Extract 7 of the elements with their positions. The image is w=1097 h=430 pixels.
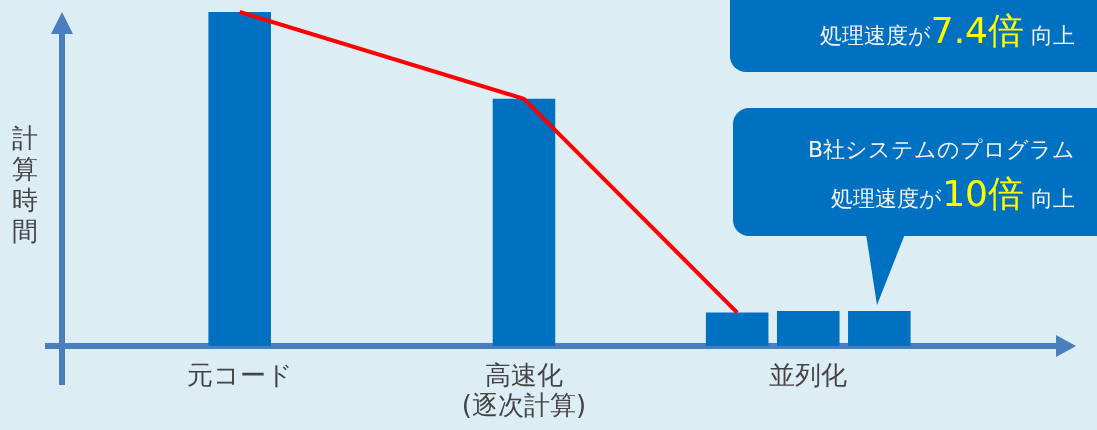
- x-tick-label: 高速化 (逐次計算): [461, 360, 587, 420]
- x-tick-label: 元コード: [186, 360, 293, 390]
- y-axis-title: 計算時間: [12, 122, 38, 246]
- annotation: B社システムのプログラム: [807, 136, 1075, 164]
- annotation: 処理速度が7.4倍 向上: [819, 9, 1075, 53]
- x-tick-label: 並列化: [769, 360, 848, 390]
- annotation: 処理速度が10倍 向上: [831, 172, 1075, 216]
